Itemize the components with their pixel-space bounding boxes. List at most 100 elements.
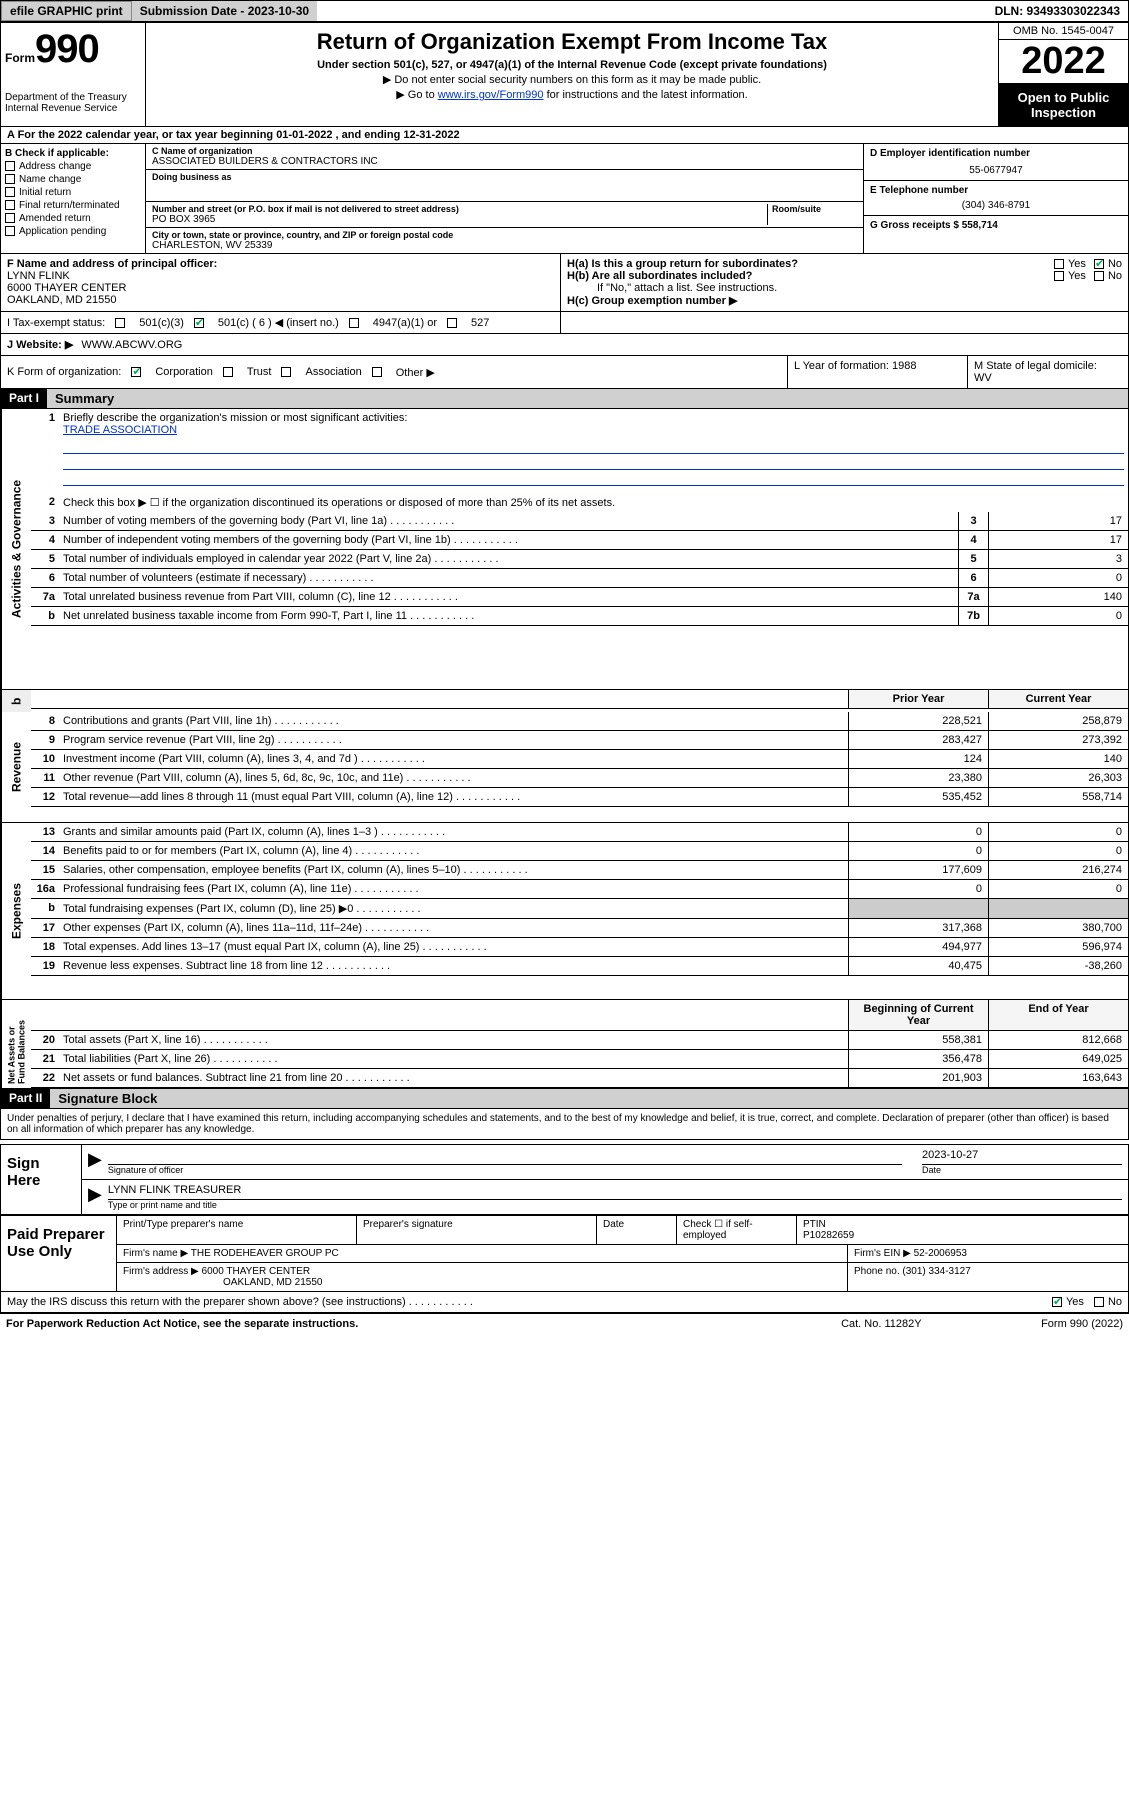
- form-footer: Form 990 (2022): [1041, 1318, 1123, 1330]
- line2-text: Check this box ▶ ☐ if the organization d…: [59, 493, 1128, 512]
- line-box: 4: [958, 531, 988, 549]
- lbl-corp: Corporation: [155, 366, 212, 378]
- hb-no[interactable]: [1094, 271, 1104, 281]
- hb-yes[interactable]: [1054, 271, 1064, 281]
- irs-label: Internal Revenue Service: [5, 103, 141, 114]
- hc-label: H(c) Group exemption number ▶: [567, 295, 737, 307]
- chk-corp[interactable]: [131, 367, 141, 377]
- chk-name-change[interactable]: [5, 174, 15, 184]
- chk-assoc[interactable]: [281, 367, 291, 377]
- chk-amended[interactable]: [5, 213, 15, 223]
- hb-yes-lbl: Yes: [1068, 270, 1086, 282]
- tax-exempt-label: I Tax-exempt status:: [7, 317, 105, 329]
- line-text: Investment income (Part VIII, column (A)…: [59, 750, 848, 768]
- line-text: Benefits paid to or for members (Part IX…: [59, 842, 848, 860]
- state-domicile: WV: [974, 372, 1122, 384]
- street-value: PO BOX 3965: [152, 214, 767, 225]
- chk-app-pending[interactable]: [5, 226, 15, 236]
- discuss-no[interactable]: [1094, 1297, 1104, 1307]
- ha-yes[interactable]: [1054, 259, 1064, 269]
- prior-val: 201,903: [848, 1069, 988, 1087]
- sidebar-governance: Activities & Governance: [1, 409, 31, 689]
- curr-val: 596,974: [988, 938, 1128, 956]
- sig-date: 2023-10-27: [922, 1149, 1122, 1165]
- discuss-yes-lbl: Yes: [1066, 1296, 1084, 1308]
- chk-501c3[interactable]: [115, 318, 125, 328]
- lbl-final-return: Final return/terminated: [19, 200, 120, 211]
- paperwork-notice: For Paperwork Reduction Act Notice, see …: [6, 1318, 841, 1330]
- phone-value: (301) 334-3127: [902, 1266, 970, 1277]
- efile-print-button[interactable]: efile GRAPHIC print: [1, 1, 132, 21]
- sig-officer-label: Signature of officer: [108, 1165, 902, 1175]
- ein-label: D Employer identification number: [870, 148, 1122, 159]
- firm-addr2: OAKLAND, MD 21550: [123, 1277, 841, 1288]
- lbl-other: Other ▶: [396, 366, 435, 379]
- prior-val: 317,368: [848, 919, 988, 937]
- lbl-assoc: Association: [305, 366, 361, 378]
- line-text: Total revenue—add lines 8 through 11 (mu…: [59, 788, 848, 806]
- line-text: Total fundraising expenses (Part IX, col…: [59, 899, 848, 918]
- curr-val: 0: [988, 823, 1128, 841]
- firm-ein: 52-2006953: [914, 1248, 967, 1259]
- ptin-label: PTIN: [803, 1219, 1122, 1230]
- line-text: Program service revenue (Part VIII, line…: [59, 731, 848, 749]
- chk-other[interactable]: [372, 367, 382, 377]
- mission-label: Briefly describe the organization's miss…: [63, 412, 407, 424]
- form-of-org-label: K Form of organization:: [7, 366, 121, 378]
- curr-val: -38,260: [988, 957, 1128, 975]
- submission-date: Submission Date - 2023-10-30: [132, 1, 317, 21]
- hb-no-lbl: No: [1108, 270, 1122, 282]
- chk-trust[interactable]: [223, 367, 233, 377]
- tax-year: 2022: [999, 40, 1128, 84]
- website-value: WWW.ABCWV.ORG: [81, 339, 182, 351]
- curr-val: 216,274: [988, 861, 1128, 879]
- self-emp-hdr: Check ☐ if self-employed: [677, 1216, 797, 1244]
- officer-label: F Name and address of principal officer:: [7, 258, 554, 270]
- curr-val: 0: [988, 880, 1128, 898]
- line-text: Revenue less expenses. Subtract line 18 …: [59, 957, 848, 975]
- line-box: 3: [958, 512, 988, 530]
- chk-address-change[interactable]: [5, 161, 15, 171]
- line-box: 7a: [958, 588, 988, 606]
- col-b-checkboxes: B Check if applicable: Address change Na…: [1, 144, 146, 253]
- prep-name-hdr: Print/Type preparer's name: [117, 1216, 357, 1244]
- irs-link[interactable]: www.irs.gov/Form990: [438, 89, 544, 101]
- line-text: Net assets or fund balances. Subtract li…: [59, 1069, 848, 1087]
- open-public-1: Open to Public: [1003, 90, 1124, 105]
- line-value: 140: [988, 588, 1128, 606]
- open-public-2: Inspection: [1003, 105, 1124, 120]
- officer-name: LYNN FLINK: [7, 270, 554, 282]
- hb-label: H(b) Are all subordinates included?: [567, 270, 752, 282]
- prior-val: 0: [848, 842, 988, 860]
- officer-typed-name: LYNN FLINK TREASURER: [108, 1184, 1122, 1200]
- lbl-app-pending: Application pending: [19, 226, 106, 237]
- website-label: J Website: ▶: [7, 338, 73, 351]
- prior-val: 494,977: [848, 938, 988, 956]
- typed-name-label: Type or print name and title: [108, 1200, 1122, 1210]
- curr-val: 258,879: [988, 712, 1128, 730]
- city-value: CHARLESTON, WV 25339: [152, 240, 857, 251]
- line-text: Number of independent voting members of …: [59, 531, 958, 549]
- lbl-address-change: Address change: [19, 161, 91, 172]
- arrow-icon: ▶: [88, 1149, 102, 1175]
- line-text: Total assets (Part X, line 16): [59, 1031, 848, 1049]
- chk-527[interactable]: [447, 318, 457, 328]
- prior-val: 40,475: [848, 957, 988, 975]
- discuss-yes[interactable]: [1052, 1297, 1062, 1307]
- ha-no[interactable]: [1094, 259, 1104, 269]
- prep-date-hdr: Date: [597, 1216, 677, 1244]
- lbl-527: 527: [471, 317, 489, 329]
- chk-4947[interactable]: [349, 318, 359, 328]
- chk-501c[interactable]: [194, 318, 204, 328]
- room-label: Room/suite: [772, 204, 857, 214]
- row-a-text: A For the 2022 calendar year, or tax yea…: [7, 129, 460, 141]
- form-title: Return of Organization Exempt From Incom…: [150, 29, 994, 55]
- lbl-501c: 501(c) ( 6 ) ◀ (insert no.): [218, 316, 339, 329]
- chk-initial-return[interactable]: [5, 187, 15, 197]
- prior-val: 124: [848, 750, 988, 768]
- chk-final-return[interactable]: [5, 200, 15, 210]
- line-value: 3: [988, 550, 1128, 568]
- dept-label: Department of the Treasury: [5, 92, 141, 103]
- ha-label: H(a) Is this a group return for subordin…: [567, 258, 798, 270]
- prep-sig-hdr: Preparer's signature: [357, 1216, 597, 1244]
